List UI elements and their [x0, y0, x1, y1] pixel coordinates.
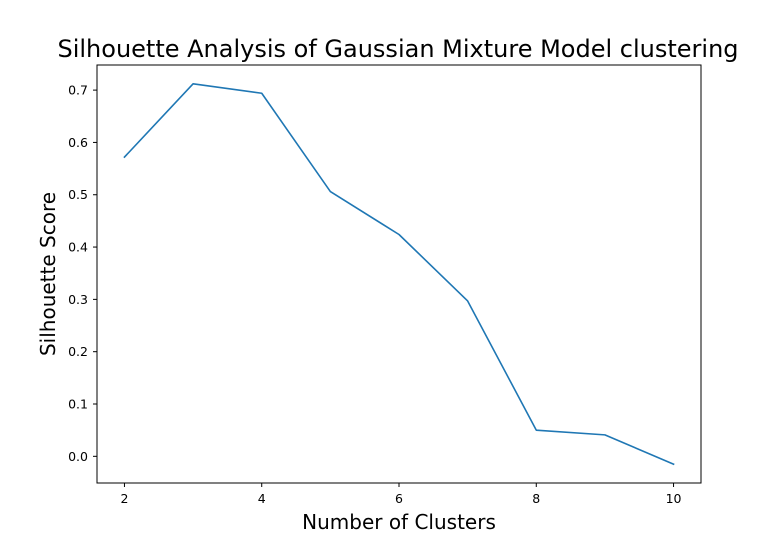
y-tick-label: 0.3 — [68, 292, 88, 307]
y-axis-ticks: 0.0 0.1 0.2 0.3 0.4 0.5 0.6 0.7 — [68, 83, 97, 464]
x-tick-label: 10 — [666, 491, 682, 506]
y-tick-label: 0.2 — [68, 344, 88, 359]
x-tick-label: 4 — [258, 491, 266, 506]
y-tick-label: 0.4 — [68, 240, 88, 255]
y-tick-label: 0.5 — [68, 187, 88, 202]
plot-area — [96, 64, 702, 484]
x-tick-label: 8 — [532, 491, 540, 506]
x-axis-ticks: 2 4 6 8 10 — [120, 483, 682, 506]
series-layer — [123, 83, 675, 466]
y-tick-label: 0.6 — [68, 135, 88, 150]
y-axis-title: Silhouette Score — [36, 192, 60, 356]
x-tick-label: 2 — [120, 491, 128, 506]
series-line — [123, 83, 675, 466]
x-axis-title: Number of Clusters — [302, 510, 496, 534]
y-tick-label: 0.7 — [68, 83, 88, 98]
y-tick-label: 0.0 — [68, 449, 88, 464]
y-tick-label: 0.1 — [68, 397, 88, 412]
x-tick-label: 6 — [395, 491, 403, 506]
chart-title: Silhouette Analysis of Gaussian Mixture … — [57, 35, 738, 63]
